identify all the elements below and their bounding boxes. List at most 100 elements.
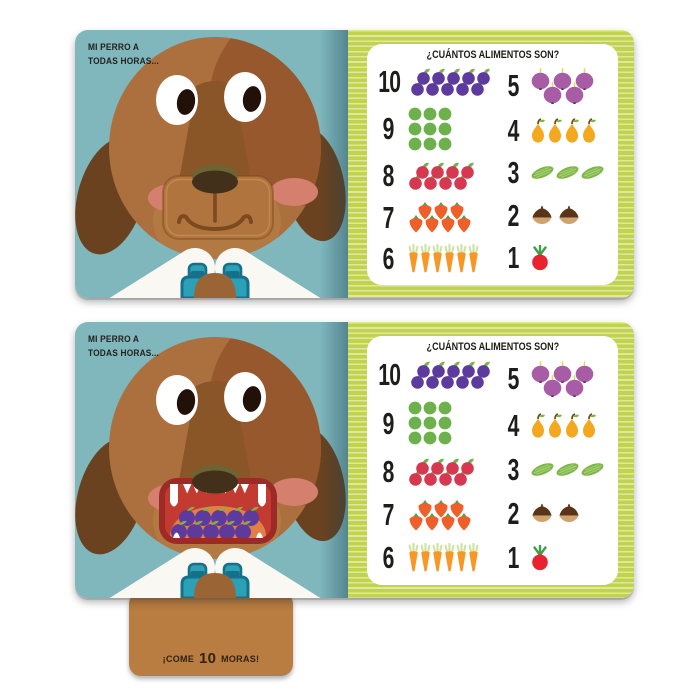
count-number: 2: [507, 495, 519, 531]
count-row-8: 8: [373, 456, 495, 487]
strawberries-icon: [440, 214, 456, 233]
count-number: 2: [507, 197, 519, 233]
pears-icon: [547, 412, 563, 438]
plums-icon: [446, 360, 461, 378]
green-apples-icon: [408, 107, 422, 121]
strawberries-icon: [408, 214, 424, 233]
green-apples-icon: [423, 107, 437, 121]
count-row-9: 9: [373, 401, 495, 445]
count-number: 6: [382, 241, 394, 277]
carrots-icon: [456, 543, 467, 572]
pears-icon: [547, 118, 563, 143]
green-apples-icon: [438, 401, 452, 415]
green-apples-icon: [408, 401, 422, 415]
plums-icon: [476, 67, 491, 85]
count-row-8: 8: [373, 160, 495, 191]
count-row-4: 4: [501, 115, 614, 146]
strawberries-group: [408, 201, 472, 233]
carrots-icon: [444, 543, 455, 572]
pears-group: [530, 118, 597, 143]
count-row-2: 2: [501, 498, 614, 529]
onions-icon: [542, 374, 563, 397]
chestnuts-icon: [530, 205, 554, 225]
counting-column-right: 5 4 3 2 1: [495, 61, 614, 279]
count-number: 10: [378, 356, 401, 392]
red-apples-icon: [430, 457, 445, 476]
strawberries-icon: [417, 201, 433, 220]
counting-rows: 10 9 8 7 6 5 4 3 2 1: [371, 353, 614, 579]
count-row-7: 7: [373, 499, 495, 531]
spine-shadow: [320, 322, 348, 598]
red-apples-group: [408, 457, 474, 487]
counting-column-left: 10 9 8 7 6: [371, 353, 495, 579]
count-number: 8: [382, 454, 394, 490]
radish-group: [530, 544, 550, 571]
spine-shadow: [320, 30, 348, 298]
dog-illustration-mouth-open[interactable]: [75, 326, 348, 598]
onions-icon: [574, 67, 595, 90]
carrots-icon: [408, 243, 419, 273]
carrots-icon: [420, 243, 431, 273]
green-apples-icon: [408, 122, 422, 136]
red-apples-group: [408, 161, 474, 191]
cucumbers-icon: [530, 461, 555, 478]
left-page-bottom: MI PERRO A TODAS HORAS...: [75, 322, 348, 598]
count-row-10: 10: [373, 359, 495, 390]
green-apples-group: [408, 107, 452, 151]
pull-tab-label: ¡COME 10 MORAS!: [162, 650, 260, 667]
counting-column-right: 5 4 3 2 1: [495, 353, 614, 579]
pears-icon: [564, 118, 580, 143]
plums-group: [410, 67, 491, 96]
carrots-icon: [408, 543, 419, 572]
green-apples-icon: [423, 137, 437, 151]
cucumbers-icon: [580, 461, 605, 478]
green-apples-icon: [423, 431, 437, 445]
pull-tab[interactable]: ¡COME 10 MORAS!: [129, 592, 293, 676]
count-row-5: 5: [501, 360, 614, 397]
caption-line1: MI PERRO A: [88, 334, 140, 345]
plums-group: [410, 360, 491, 389]
counting-column-left: 10 9 8 7 6: [371, 61, 495, 279]
red-apples-icon: [445, 161, 460, 180]
carrots-icon: [432, 543, 443, 572]
green-apples-icon: [438, 107, 452, 121]
count-number: 5: [507, 360, 519, 396]
caption: MI PERRO A TODAS HORAS...: [88, 41, 169, 70]
green-apples-group: [408, 401, 452, 445]
onions-icon: [552, 360, 573, 383]
chestnuts-group: [530, 503, 581, 523]
count-row-1: 1: [501, 242, 614, 273]
green-apples-icon: [438, 137, 452, 151]
red-apples-icon: [460, 161, 475, 180]
count-row-3: 3: [501, 157, 614, 188]
count-number: 1: [507, 539, 519, 575]
pears-icon: [530, 412, 546, 438]
book-spread-bottom: MI PERRO A TODAS HORAS... ¿CUÁNTOS ALIME…: [75, 322, 634, 598]
strawberries-icon: [449, 201, 465, 220]
chestnuts-group: [530, 205, 581, 225]
caption: MI PERRO A TODAS HORAS...: [88, 333, 169, 362]
green-apples-icon: [438, 122, 452, 136]
plums-icon: [431, 67, 446, 85]
plums-icon: [416, 360, 431, 378]
count-number: 1: [507, 240, 519, 276]
onions-icon: [542, 81, 563, 104]
count-row-6: 6: [373, 243, 495, 274]
count-number: 10: [378, 63, 401, 99]
red-apples-icon: [430, 161, 445, 180]
strawberries-icon: [440, 512, 456, 531]
green-apples-icon: [423, 122, 437, 136]
count-row-10: 10: [373, 66, 495, 97]
pears-icon: [530, 118, 546, 143]
dog-illustration-mouth-closed[interactable]: [75, 30, 348, 298]
strawberries-icon: [449, 499, 465, 518]
counting-panel: ¿CUÁNTOS ALIMENTOS SON? 10 9 8 7 6 5 4 3 2 1: [367, 336, 618, 585]
green-apples-icon: [423, 416, 437, 430]
caption-line2: TODAS HORAS...: [88, 348, 160, 360]
plums-icon: [446, 67, 461, 85]
pears-icon: [564, 412, 580, 438]
onions-icon: [564, 374, 585, 397]
green-apples-icon: [408, 416, 422, 430]
cucumbers-icon: [555, 164, 580, 181]
